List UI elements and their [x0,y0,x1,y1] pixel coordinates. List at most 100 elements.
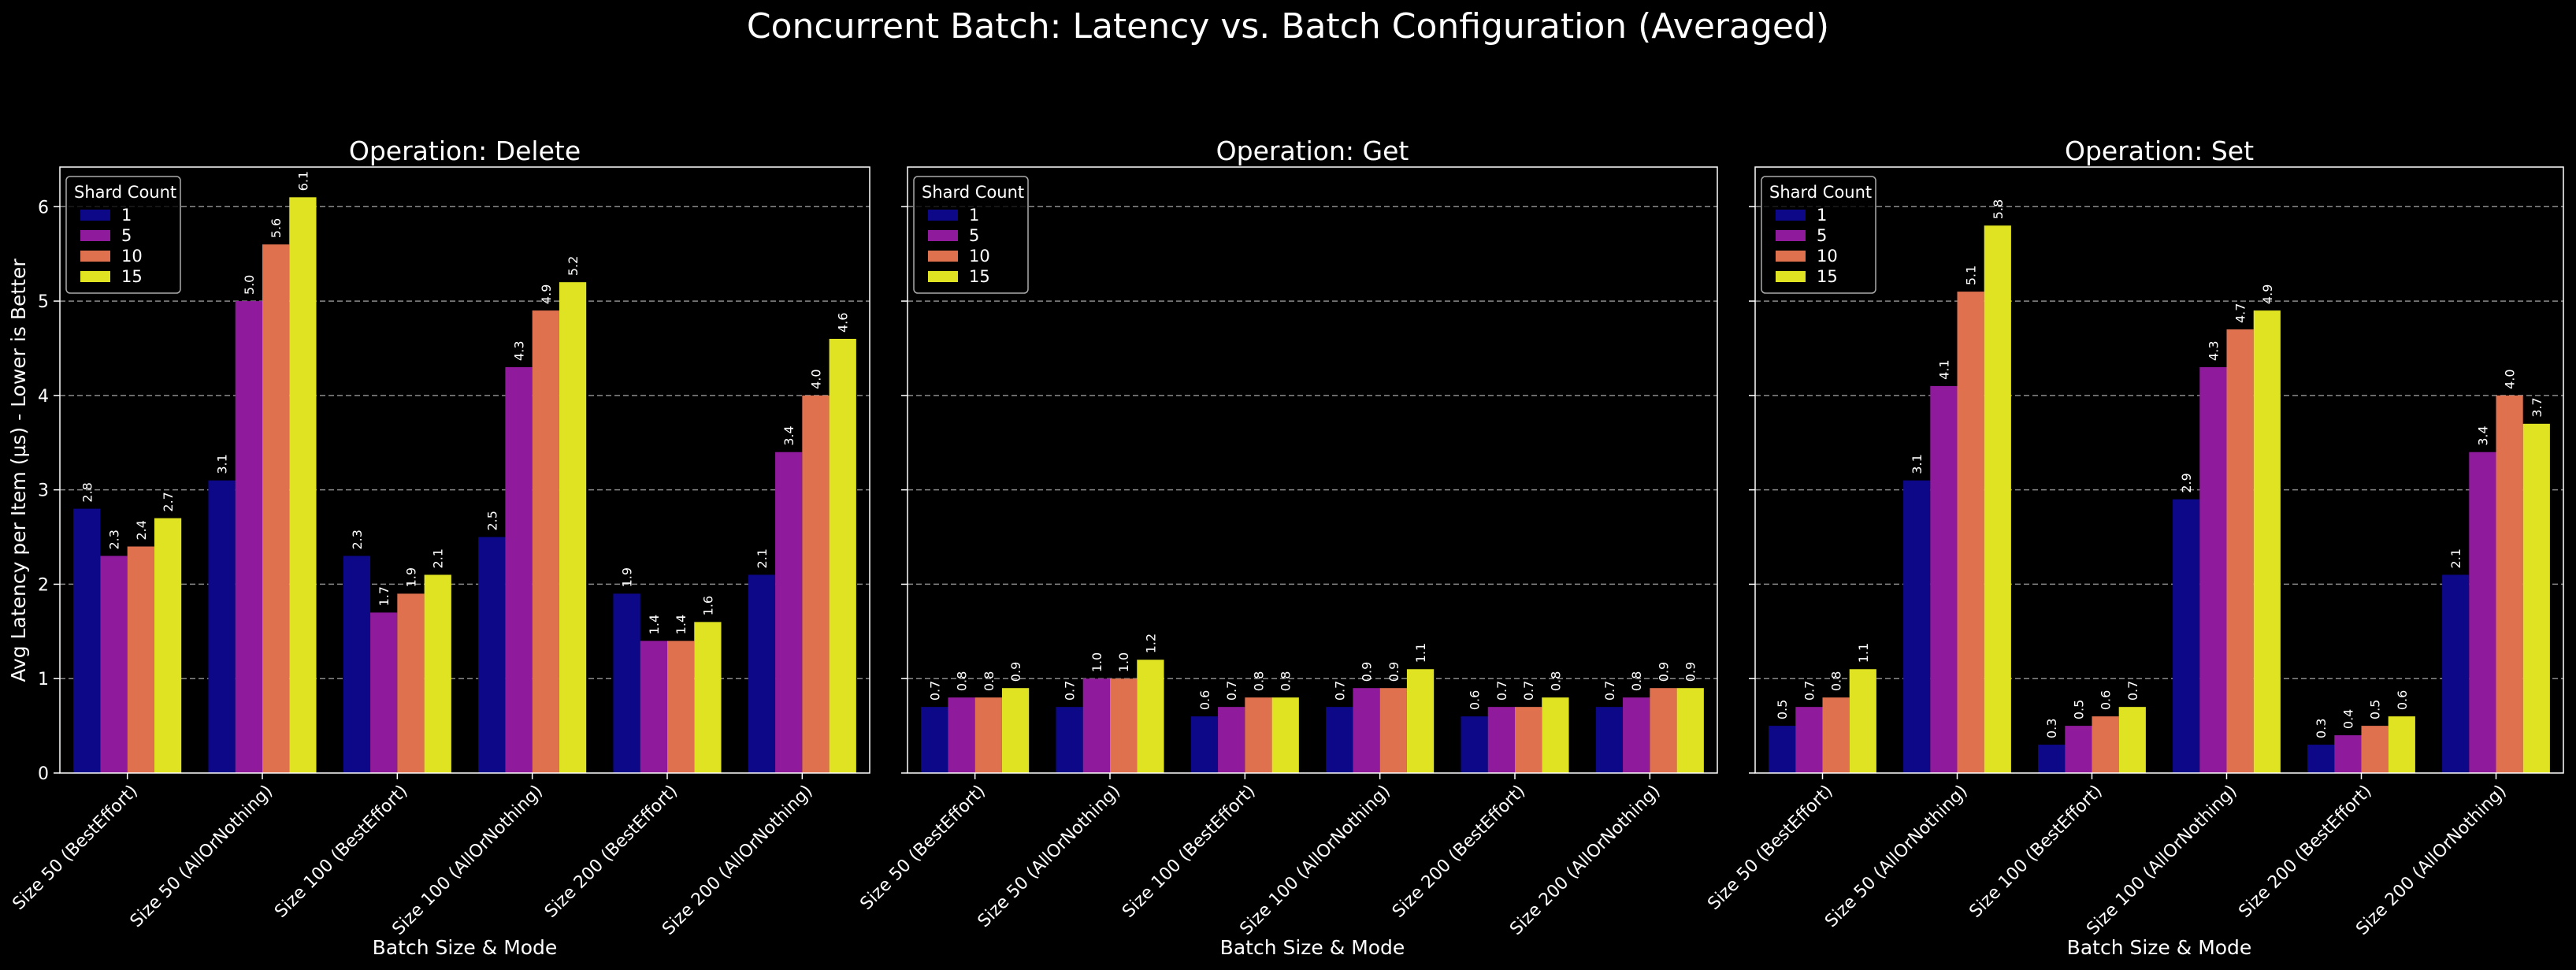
bar-value-label: 0.8 [1279,671,1294,691]
bar[interactable] [667,641,695,773]
bar[interactable] [397,593,425,773]
bar[interactable] [2469,452,2496,773]
bar-value-label: 4.3 [2206,340,2221,360]
legend-entry: 15 [969,267,990,286]
bar[interactable] [2442,574,2470,773]
legend-entry: 15 [1817,267,1838,286]
bar[interactable] [2199,366,2227,773]
bar[interactable] [640,641,667,773]
bar[interactable] [2226,329,2254,774]
bar-value-label: 0.7 [1802,681,1817,701]
bar[interactable] [1271,697,1299,773]
bar[interactable] [2361,726,2389,773]
bar-value-label: 2.1 [431,548,446,568]
bar-value-label: 3.1 [215,454,230,474]
legend-swatch [928,210,958,221]
bar-value-label: 3.4 [781,426,796,445]
bar[interactable] [1326,707,1353,773]
bar[interactable] [2173,499,2200,773]
bar[interactable] [2307,745,2335,773]
bar[interactable] [2334,735,2362,773]
bar[interactable] [1795,707,1823,773]
y-tick-label: 3 [38,481,49,501]
bar[interactable] [921,707,948,773]
bar[interactable] [100,556,128,773]
bar[interactable] [1245,697,1272,773]
bar[interactable] [974,697,1002,773]
bar[interactable] [1515,707,1542,773]
bar[interactable] [2522,423,2550,773]
bar[interactable] [289,197,317,774]
bar-value-label: 3.7 [2530,397,2544,417]
bar[interactable] [2065,726,2092,773]
bar[interactable] [829,339,856,773]
bar[interactable] [2038,745,2066,773]
legend-box [913,176,1029,294]
bar[interactable] [1379,688,1407,773]
bar[interactable] [127,546,154,773]
bar[interactable] [1406,669,1435,773]
bar-value-label: 5.1 [1964,266,1979,285]
bar-value-label: 0.4 [2340,709,2355,729]
bar[interactable] [424,574,451,773]
panel-title: Operation: Get [1216,136,1409,166]
bar-value-label: 3.4 [2475,426,2490,445]
bar[interactable] [1542,697,1569,773]
bar[interactable] [208,480,236,773]
legend-entry: 10 [1817,247,1838,266]
bar[interactable] [1461,716,1488,773]
bar[interactable] [1769,726,1796,773]
bar[interactable] [1110,678,1138,773]
bar[interactable] [1056,707,1083,773]
bar-value-label: 2.1 [755,548,770,568]
bar[interactable] [154,518,182,773]
bar[interactable] [775,452,803,773]
bar[interactable] [262,244,290,773]
bar[interactable] [1984,225,2011,774]
bar[interactable] [1849,669,1876,773]
bar[interactable] [694,622,722,773]
bar[interactable] [1190,716,1219,773]
legend-box [1761,176,1876,294]
axes-frame [1754,166,2564,774]
bar[interactable] [2496,395,2523,773]
bar[interactable] [2092,716,2119,773]
bar-value-label: 0.9 [1386,662,1401,682]
bar[interactable] [948,697,975,773]
bar[interactable] [1218,707,1245,773]
bar[interactable] [1487,707,1515,773]
bar[interactable] [343,556,371,773]
bar[interactable] [478,537,506,773]
bar-value-label: 4.6 [836,313,851,333]
bar[interactable] [532,310,559,773]
bar[interactable] [2253,310,2281,773]
bar-value-label: 1.0 [1116,652,1131,672]
x-axis-label: Batch Size & Mode [2067,936,2252,959]
bar[interactable] [2118,707,2146,773]
bar[interactable] [1957,292,1984,773]
bar[interactable] [1137,660,1164,773]
bar-value-label: 5.2 [566,256,581,276]
bar[interactable] [802,395,830,773]
bar[interactable] [1650,688,1677,773]
bar[interactable] [559,282,587,774]
bar[interactable] [1082,678,1110,773]
bar[interactable] [505,366,533,773]
bar[interactable] [370,612,398,773]
bar[interactable] [1001,688,1030,773]
bar[interactable] [1822,697,1850,773]
bar-value-label: 0.9 [1360,662,1375,682]
bar[interactable] [73,508,101,773]
bar[interactable] [1903,480,1931,773]
bar[interactable] [1353,688,1380,773]
bar-value-label: 4.0 [808,369,823,388]
bar[interactable] [235,301,262,773]
bar[interactable] [1623,697,1650,773]
bar[interactable] [2388,716,2415,773]
bar[interactable] [748,574,776,773]
bar[interactable] [613,593,640,773]
bar[interactable] [1595,707,1624,773]
bar[interactable] [1930,385,1958,773]
bar[interactable] [1676,688,1704,773]
